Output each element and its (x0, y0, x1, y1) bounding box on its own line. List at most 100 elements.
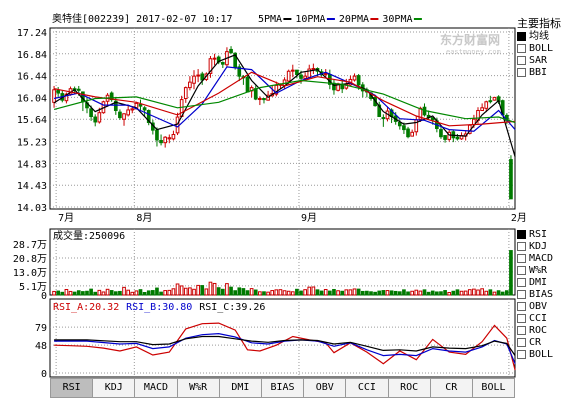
volume-bar (76, 290, 81, 296)
volume-bar (369, 291, 373, 296)
volume-bar (233, 290, 238, 296)
checkbox-icon[interactable] (517, 337, 526, 347)
volume-bar (303, 289, 307, 296)
checkbox-icon[interactable] (517, 43, 526, 53)
candle-body (155, 129, 159, 141)
volume-bar (340, 290, 345, 296)
main-indicator-sar[interactable]: SAR (517, 55, 561, 67)
volume-bar (319, 290, 324, 296)
volume-tick-label: 28.7万 (13, 240, 47, 251)
sub-indicator-roc[interactable]: ROC (517, 325, 553, 337)
volume-bar (323, 288, 328, 296)
volume-tick-label: 0 (41, 291, 47, 302)
volume-bar (138, 289, 143, 296)
volume-bar (64, 288, 69, 296)
checkbox-icon[interactable] (517, 301, 526, 311)
candle-body (89, 108, 93, 118)
volume-bar (476, 289, 480, 296)
sub-indicator-cci[interactable]: CCI (517, 313, 553, 325)
volume-bar (327, 290, 332, 296)
price-tick-label: 16.04 (17, 93, 47, 104)
stock-title: 奥特佳[002239] 2017-02-07 10:17 (52, 12, 233, 25)
checkbox-icon[interactable] (517, 55, 526, 65)
checkbox-icon[interactable] (517, 265, 526, 275)
candle-body (311, 68, 316, 71)
volume-bar (188, 287, 192, 296)
tab-bias[interactable]: BIAS (261, 378, 305, 398)
sub-indicator-label: W%R (529, 265, 548, 276)
checkbox-icon[interactable] (517, 241, 526, 251)
candle-body (138, 104, 143, 107)
volume-bar (484, 290, 489, 296)
sub-indicator-label: CCI (529, 313, 548, 324)
volume-bar (200, 285, 205, 296)
sub-indicator-macd[interactable]: MACD (517, 253, 553, 265)
volume-bar (212, 282, 217, 296)
candle-body (146, 110, 151, 123)
sub-indicator-obv[interactable]: OBV (517, 301, 553, 313)
candle-body (356, 75, 361, 86)
ma-line-20pma (53, 71, 516, 127)
tab-wr[interactable]: W%R (177, 378, 220, 398)
rsi-yaxis: 79 48 0 (35, 323, 47, 380)
volume-bar (229, 286, 233, 296)
candle-body (274, 84, 279, 95)
checkbox-icon[interactable] (517, 289, 526, 299)
tab-boll[interactable]: BOLL (472, 378, 516, 398)
volume-bar (155, 287, 159, 296)
price-panel (49, 27, 516, 210)
checkbox-icon[interactable] (517, 229, 526, 239)
volume-bar (385, 290, 390, 296)
checkbox-icon[interactable] (517, 349, 526, 359)
sub-indicator-boll[interactable]: BOLL (517, 349, 553, 361)
checkbox-icon[interactable] (517, 67, 526, 77)
tab-cci[interactable]: CCI (346, 378, 389, 398)
rsi-legend: RSI_A:20.32 RSI_B:30.80 RSI_C:39.26 (53, 302, 265, 313)
tab-obv[interactable]: OBV (304, 378, 347, 398)
volume-bar (348, 289, 353, 296)
checkbox-icon[interactable] (517, 277, 526, 287)
checkbox-icon[interactable] (517, 325, 526, 335)
checkbox-icon[interactable] (517, 31, 526, 41)
sub-indicator-wr[interactable]: W%R (517, 265, 553, 277)
tab-macd[interactable]: MACD (135, 378, 178, 398)
tab-dmi[interactable]: DMI (219, 378, 262, 398)
candle-body (402, 125, 406, 131)
volume-yaxis: 28.7万 20.8万 13.0万 5.1万0 (13, 240, 47, 302)
candle-body (163, 136, 168, 144)
volume-bar (89, 288, 93, 296)
volume-bar (500, 291, 505, 296)
volume-bar (307, 286, 312, 296)
main-indicator-[interactable]: 均线 (517, 31, 561, 43)
price-tick-label: 15.64 (17, 115, 47, 126)
sub-indicator-kdj[interactable]: KDJ (517, 241, 553, 253)
candle-body (212, 57, 217, 60)
checkbox-icon[interactable] (517, 253, 526, 263)
rsi-line-rsi_a (54, 322, 516, 371)
sub-indicator-dmi[interactable]: DMI (517, 277, 553, 289)
sub-indicator-label: ROC (529, 325, 548, 336)
indicator-tabs: RSI KDJ MACD W%R DMI BIAS OBV CCI ROC CR BOLL (50, 378, 516, 398)
volume-bar (393, 290, 398, 296)
volume-bar (126, 289, 130, 296)
tab-kdj[interactable]: KDJ (93, 378, 136, 398)
volume-bar (472, 288, 476, 296)
tab-cr[interactable]: CR (430, 378, 473, 398)
volume-bar (196, 284, 200, 296)
sub-indicator-cr[interactable]: CR (517, 337, 553, 349)
volume-bar (81, 291, 85, 296)
sub-indicator-rsi[interactable]: RSI (517, 229, 553, 241)
candle-body (171, 133, 176, 140)
checkbox-icon[interactable] (517, 313, 526, 323)
sub-indicator-bias[interactable]: BIAS (517, 289, 553, 301)
candle-body (430, 117, 435, 121)
tab-roc[interactable]: ROC (388, 378, 431, 398)
volume-tick-label: 5.1万 (19, 282, 47, 293)
tab-rsi[interactable]: RSI (50, 378, 94, 398)
main-indicator-bbi[interactable]: BBI (517, 67, 561, 79)
volume-bar (130, 291, 135, 296)
main-indicator-boll[interactable]: BOLL (517, 43, 561, 55)
volume-bar (68, 290, 73, 296)
